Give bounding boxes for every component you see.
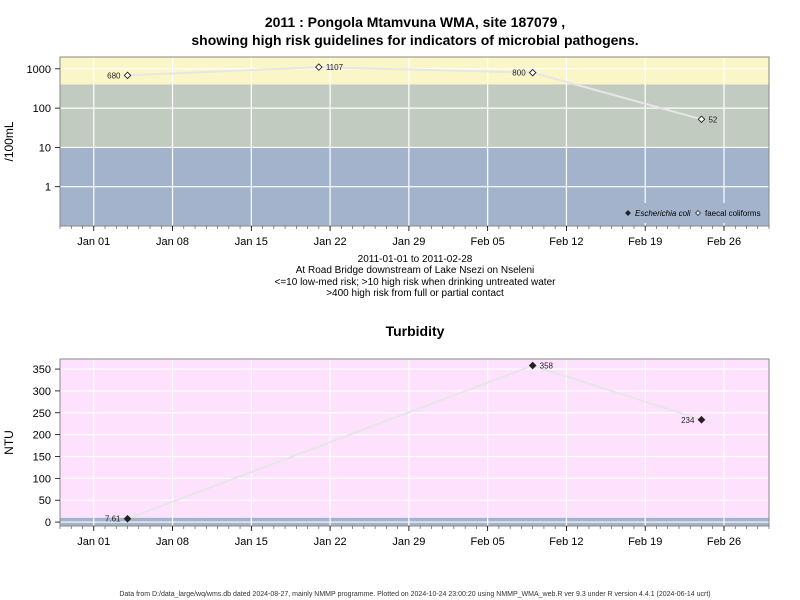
legend-marker: [695, 210, 701, 216]
subtitle-date-range: 2011-01-01 to 2011-02-28: [358, 254, 473, 265]
x-tick-label: Jan 22: [314, 236, 347, 248]
data-label: 234: [681, 416, 695, 425]
y-tick-label: 50: [39, 495, 51, 507]
x-tick-label: Feb 19: [628, 236, 662, 248]
x-tick-label: Feb 12: [549, 536, 583, 548]
x-tick-label: Feb 12: [549, 236, 583, 248]
chart-title-line2: showing high risk guidelines for indicat…: [191, 32, 638, 48]
x-tick-label: Feb 05: [471, 236, 505, 248]
y-tick-label: 200: [33, 430, 51, 442]
x-tick-label: Feb 26: [707, 236, 741, 248]
x-tick-label: Feb 26: [707, 536, 741, 548]
x-tick-label: Jan 22: [314, 536, 347, 548]
legend-marker: [625, 210, 631, 216]
x-tick-label: Jan 15: [235, 236, 268, 248]
y-tick-label: 350: [33, 364, 51, 376]
footer-note: Data from D:/data_large/wq/wms.db dated …: [119, 591, 710, 598]
y-tick-label: 10: [39, 142, 51, 154]
x-tick-label: Jan 29: [392, 236, 425, 248]
data-point: [697, 115, 706, 124]
y-tick-label: 150: [33, 451, 51, 463]
x-tick-label: Feb 19: [628, 536, 662, 548]
risk-band-1: [60, 84, 769, 148]
y-tick-label: 1: [45, 182, 51, 194]
subtitle-risk-drinking: <=10 low-med risk; >10 high risk when dr…: [275, 277, 557, 288]
risk-band-2: [60, 57, 769, 85]
data-label: 7.61: [105, 515, 121, 524]
x-tick-label: Jan 08: [156, 236, 189, 248]
legend-label: Escherichia coli: [635, 209, 691, 218]
turbidity-title: Turbidity: [386, 323, 445, 339]
legend: Escherichia coli faecal coliforms: [622, 203, 766, 223]
turbidity-panel: Jan 01 Jan 08 Jan 15 Jan 22 Jan 29 Feb 05 Feb …: [2, 358, 770, 548]
series-line: [127, 66, 702, 121]
subtitle-risk-contact: >400 high risk from full or partial cont…: [326, 288, 504, 299]
legend-label: faecal coliforms: [705, 209, 761, 218]
data-label: 1107: [326, 63, 344, 72]
x-tick-label: Jan 15: [235, 536, 268, 548]
microbial-panel: Jan 01 Jan 08 Jan 15 Jan 22 Jan 29 Feb 05 Feb …: [2, 56, 770, 248]
y-tick-label: 300: [33, 386, 51, 398]
y-tick-label: 100: [33, 103, 51, 115]
data-label: 800: [512, 69, 526, 78]
data-label: 358: [540, 362, 554, 371]
data-point: [528, 361, 537, 370]
data-label: 680: [107, 71, 121, 80]
plot-frame: [59, 358, 770, 527]
data-label: 52: [708, 115, 717, 124]
y-tick-label: 1000: [27, 64, 51, 76]
plot-frame: [59, 56, 770, 227]
y-tick-label: 0: [45, 517, 51, 529]
x-tick-label: Jan 01: [77, 236, 110, 248]
chart-title-line1: 2011 : Pongola Mtamvuna WMA, site 187079…: [265, 14, 565, 30]
x-tick-label: Jan 29: [392, 536, 425, 548]
y-axis-label: NTU: [2, 430, 16, 455]
subtitle-location: At Road Bridge downstream of Lake Nsezi …: [296, 265, 534, 276]
risk-band-1: [60, 359, 769, 518]
x-tick-label: Feb 05: [471, 536, 505, 548]
data-point: [123, 71, 132, 80]
y-axis-label: /100mL: [2, 121, 16, 161]
x-tick-label: Jan 01: [77, 536, 110, 548]
subtitle-block: 2011-01-01 to 2011-02-28 At Road Bridge …: [275, 254, 557, 299]
y-tick-label: 250: [33, 408, 51, 420]
legend-box: [622, 203, 766, 223]
data-point: [315, 63, 323, 71]
data-point: [528, 68, 537, 77]
data-point: [123, 514, 132, 523]
data-point: [697, 415, 706, 424]
y-tick-label: 100: [33, 473, 51, 485]
x-tick-label: Jan 08: [156, 536, 189, 548]
